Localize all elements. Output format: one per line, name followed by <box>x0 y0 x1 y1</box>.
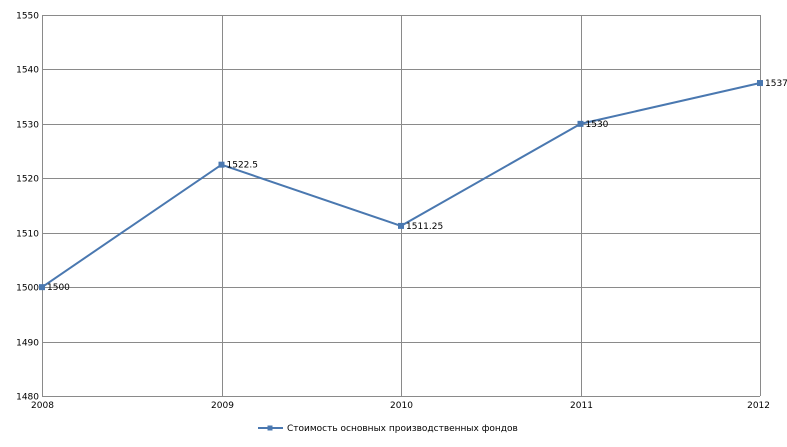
y-tick-label: 1530 <box>16 121 39 131</box>
legend-swatch-marker <box>267 425 273 431</box>
data-point <box>218 161 225 168</box>
grid <box>42 15 761 397</box>
y-tick-label: 1510 <box>16 230 39 240</box>
data-label: 1500 <box>47 283 70 293</box>
legend-label: Стоимость основных производственных фонд… <box>287 424 518 434</box>
x-tick-label: 2008 <box>31 401 54 411</box>
data-point <box>39 284 45 291</box>
axes: 1480 1490 1500 1510 1520 1530 1540 1550 2008 2009… <box>16 12 770 412</box>
y-tick-label: 1540 <box>16 66 39 76</box>
data-label: 1522.5 <box>227 161 259 171</box>
series-layer <box>39 80 763 291</box>
x-tick-label: 2010 <box>390 401 413 411</box>
x-tick-label: 2011 <box>570 401 593 411</box>
y-tick-label: 1520 <box>16 175 39 185</box>
data-point <box>757 80 763 87</box>
y-tick-label: 1500 <box>16 284 39 294</box>
data-label: 1530 <box>586 120 609 130</box>
legend: Стоимость основных производственных фонд… <box>258 424 518 434</box>
data-label: 1537 <box>765 79 787 89</box>
y-tick-label: 1490 <box>16 339 39 349</box>
data-label: 1511.25 <box>406 222 443 232</box>
y-tick-label: 1550 <box>16 12 39 22</box>
data-point <box>398 222 404 229</box>
data-point <box>577 120 584 127</box>
data-labels: 1500 1522.5 1511.25 1530 1537 <box>47 79 787 293</box>
x-tick-label: 2012 <box>747 401 770 411</box>
y-tick-label: 1480 <box>16 393 39 403</box>
x-tick-label: 2009 <box>211 401 234 411</box>
